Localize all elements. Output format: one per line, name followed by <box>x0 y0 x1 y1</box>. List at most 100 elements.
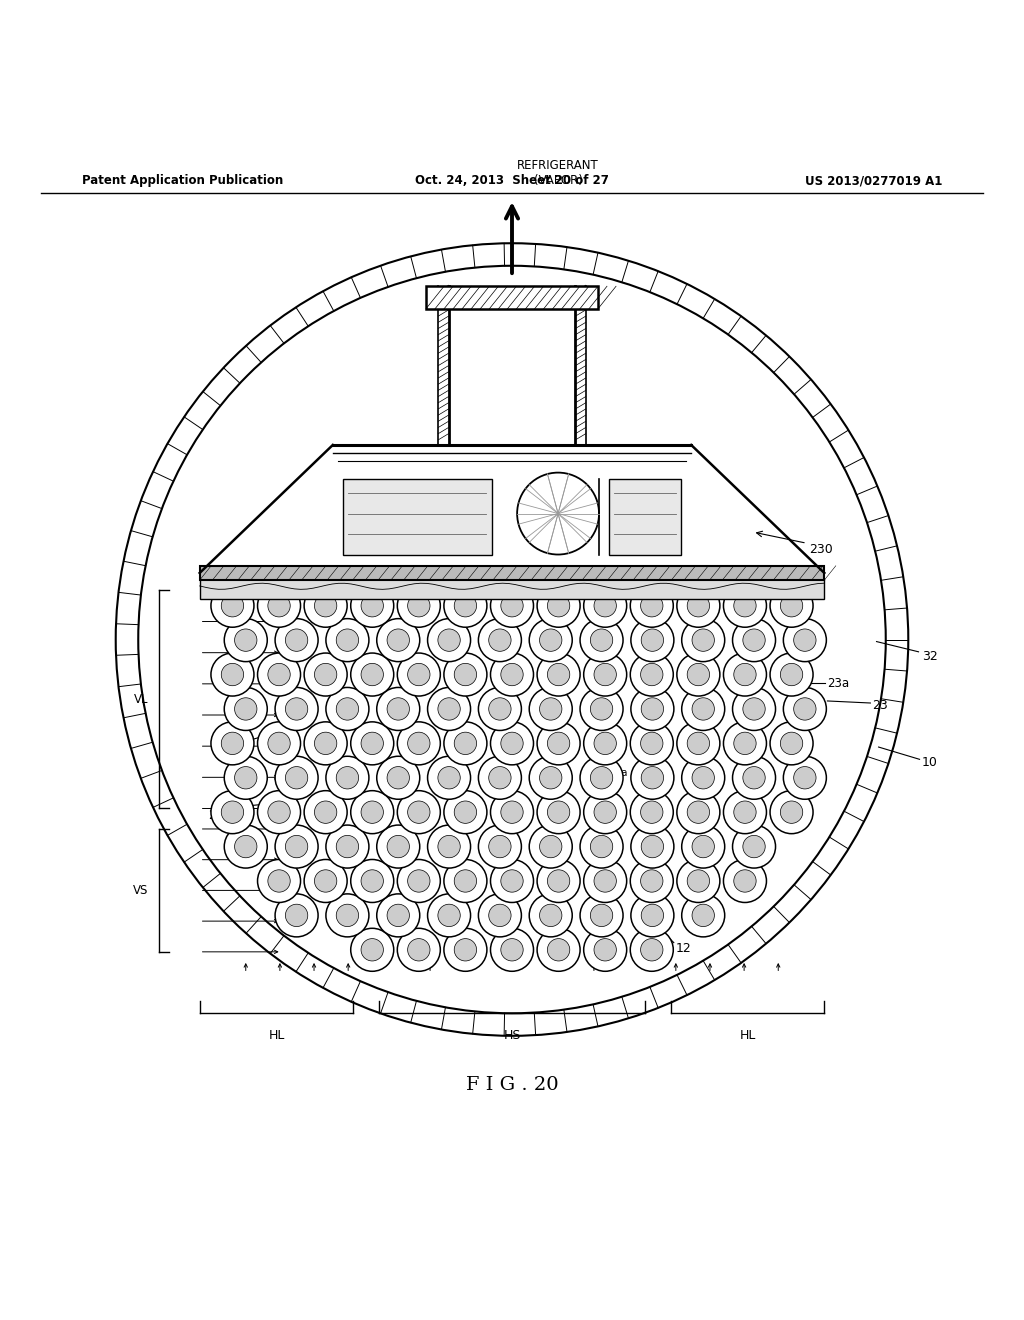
Circle shape <box>723 791 766 834</box>
Circle shape <box>580 756 623 800</box>
Circle shape <box>529 825 572 869</box>
Circle shape <box>594 801 616 824</box>
Circle shape <box>742 628 765 651</box>
Circle shape <box>275 894 318 937</box>
Circle shape <box>387 767 410 789</box>
Circle shape <box>268 801 290 824</box>
Circle shape <box>682 756 725 800</box>
Text: VS: VS <box>133 884 148 896</box>
Circle shape <box>641 698 664 721</box>
Circle shape <box>770 722 813 764</box>
Circle shape <box>455 594 476 616</box>
Circle shape <box>692 698 715 721</box>
Circle shape <box>490 928 534 972</box>
Text: HL: HL <box>268 1030 285 1043</box>
Circle shape <box>268 733 290 755</box>
Circle shape <box>350 791 393 834</box>
Circle shape <box>408 939 430 961</box>
Circle shape <box>630 585 674 627</box>
Circle shape <box>224 756 267 800</box>
Text: 50: 50 <box>212 738 228 751</box>
Circle shape <box>258 722 301 764</box>
Circle shape <box>478 619 521 661</box>
Circle shape <box>234 767 257 789</box>
Circle shape <box>548 733 569 755</box>
Circle shape <box>387 698 410 721</box>
Circle shape <box>326 756 369 800</box>
Text: Oct. 24, 2013  Sheet 20 of 27: Oct. 24, 2013 Sheet 20 of 27 <box>415 174 609 187</box>
Circle shape <box>286 836 308 858</box>
Circle shape <box>490 585 534 627</box>
Circle shape <box>529 756 572 800</box>
Bar <box>200 578 824 598</box>
Text: 21: 21 <box>583 764 597 777</box>
Circle shape <box>488 628 511 651</box>
Circle shape <box>591 904 612 927</box>
Circle shape <box>397 791 440 834</box>
Circle shape <box>314 594 337 616</box>
Circle shape <box>501 733 523 755</box>
Circle shape <box>631 619 674 661</box>
Circle shape <box>336 698 358 721</box>
Circle shape <box>687 801 710 824</box>
Circle shape <box>455 664 476 685</box>
Circle shape <box>780 664 803 685</box>
Circle shape <box>631 894 674 937</box>
Circle shape <box>336 767 358 789</box>
Circle shape <box>211 653 254 696</box>
Circle shape <box>783 619 826 661</box>
Circle shape <box>591 698 612 721</box>
Circle shape <box>478 825 521 869</box>
Text: 32: 32 <box>922 651 937 664</box>
Circle shape <box>221 733 244 755</box>
Circle shape <box>397 928 440 972</box>
Circle shape <box>336 904 358 927</box>
Circle shape <box>488 836 511 858</box>
Circle shape <box>580 688 623 730</box>
Circle shape <box>677 653 720 696</box>
Text: 22: 22 <box>646 766 660 779</box>
Circle shape <box>584 722 627 764</box>
Circle shape <box>631 825 674 869</box>
Circle shape <box>478 756 521 800</box>
Circle shape <box>770 653 813 696</box>
Circle shape <box>682 894 725 937</box>
Circle shape <box>443 653 487 696</box>
Circle shape <box>529 894 572 937</box>
Circle shape <box>723 653 766 696</box>
Circle shape <box>682 619 725 661</box>
Circle shape <box>286 628 308 651</box>
Circle shape <box>591 836 612 858</box>
Circle shape <box>455 939 476 961</box>
Circle shape <box>211 585 254 627</box>
Circle shape <box>397 585 440 627</box>
Circle shape <box>268 664 290 685</box>
Circle shape <box>221 664 244 685</box>
Circle shape <box>428 894 471 937</box>
Circle shape <box>361 594 383 616</box>
Circle shape <box>584 928 627 972</box>
Circle shape <box>732 688 775 730</box>
Text: REFRIGERANT: REFRIGERANT <box>517 158 599 172</box>
Circle shape <box>428 756 471 800</box>
Circle shape <box>591 767 612 789</box>
Text: Patent Application Publication: Patent Application Publication <box>82 174 284 187</box>
Circle shape <box>641 767 664 789</box>
Circle shape <box>275 756 318 800</box>
Circle shape <box>326 619 369 661</box>
Circle shape <box>723 585 766 627</box>
Circle shape <box>455 733 476 755</box>
Text: 12: 12 <box>676 942 691 956</box>
Circle shape <box>314 870 337 892</box>
Circle shape <box>377 756 420 800</box>
Circle shape <box>692 836 715 858</box>
Circle shape <box>377 894 420 937</box>
Circle shape <box>630 928 674 972</box>
Circle shape <box>258 653 301 696</box>
Circle shape <box>428 825 471 869</box>
Circle shape <box>268 870 290 892</box>
Circle shape <box>734 733 756 755</box>
Circle shape <box>687 664 710 685</box>
Circle shape <box>537 859 580 903</box>
Circle shape <box>258 791 301 834</box>
